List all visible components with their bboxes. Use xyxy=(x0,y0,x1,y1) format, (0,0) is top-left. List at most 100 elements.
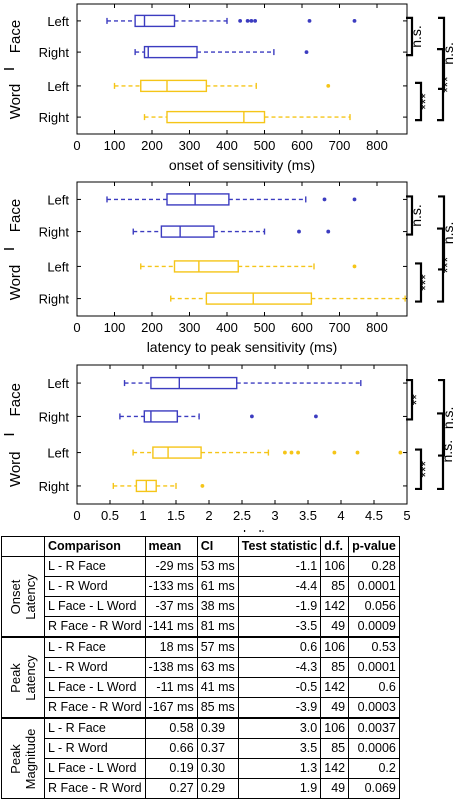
df-cell: 106 xyxy=(320,556,350,577)
section-label-line: Peak xyxy=(8,743,23,774)
outlier-point xyxy=(304,50,309,54)
df-cell: 142 xyxy=(320,596,350,617)
table-row: Onset Latency L - R Face -29 ms 53 ms -1.1 106… xyxy=(1,556,400,638)
box xyxy=(205,292,313,305)
significance-label: n.s. xyxy=(408,204,424,227)
section-label: Onset Latency xyxy=(1,556,45,638)
table-row: L - R Word -133 ms 61 ms -4.4 85 0.0001 xyxy=(2,576,400,597)
x-tick-label: 1 xyxy=(139,508,146,523)
outlier-point xyxy=(297,229,301,234)
section-label: Peak Latency xyxy=(1,636,45,719)
comparison-cell: L - R Word xyxy=(44,738,146,759)
section-label-line: Latency xyxy=(23,573,38,620)
p-value-cell: 0.0003 xyxy=(348,697,400,719)
column-header: Test statistic xyxy=(237,536,322,557)
df-cell: 106 xyxy=(320,717,350,739)
row-label: Left xyxy=(47,446,69,461)
table-row: R Face - R Word -167 ms 85 ms -3.9 49 0.0003 xyxy=(2,697,400,719)
ci-cell: 57 ms xyxy=(196,636,239,658)
row-label: Right xyxy=(39,110,70,125)
x-tick-label: 400 xyxy=(216,138,238,153)
column-header: mean xyxy=(144,536,198,557)
df-cell: 142 xyxy=(320,677,350,698)
x-tick-label: 4.5 xyxy=(365,508,383,523)
test-statistic-cell: -1.9 xyxy=(237,596,322,617)
x-tick-label: 2.5 xyxy=(233,508,251,523)
significance-bracket xyxy=(415,262,423,303)
p-value-cell: 0.0006 xyxy=(348,738,400,759)
mean-cell: -167 ms xyxy=(144,697,198,719)
outlier-point xyxy=(307,19,312,23)
mean-cell: -29 ms xyxy=(144,556,198,577)
x-tick-label: 800 xyxy=(366,320,388,335)
df-cell: 85 xyxy=(320,576,350,597)
x-tick-label: 0.5 xyxy=(101,508,119,523)
significance-bracket xyxy=(406,16,414,57)
table-row: L Face - L Word -11 ms 41 ms -0.5 142 0.6 xyxy=(2,677,400,698)
section-label-line: Peak xyxy=(8,662,23,693)
box xyxy=(166,193,230,206)
outlier-point xyxy=(249,19,254,23)
x-tick-label: 0 xyxy=(73,508,80,523)
x-tick-label: 4 xyxy=(337,508,344,523)
x-tick-label: 1.5 xyxy=(167,508,185,523)
column-header: Comparison xyxy=(44,536,146,557)
group-label-face: Face xyxy=(7,20,24,53)
x-tick-label: 0 xyxy=(73,138,80,153)
ci-cell: 85 ms xyxy=(196,697,239,719)
df-cell: 49 xyxy=(320,697,350,719)
test-statistic-cell: -4.3 xyxy=(237,657,322,678)
box xyxy=(143,45,198,59)
ci-cell: 0.37 xyxy=(196,738,239,759)
test-statistic-cell: -3.9 xyxy=(237,697,322,719)
row-label: Left xyxy=(47,376,69,391)
outlier-point xyxy=(250,414,254,419)
table-row: L Face - L Word 0.19 0.30 1.3 142 0.2 xyxy=(2,758,400,779)
df-cell: 142 xyxy=(320,758,350,779)
outlier-point xyxy=(355,450,360,455)
box xyxy=(160,225,215,238)
x-tick-label: 200 xyxy=(141,320,163,335)
x-tick-label: 5 xyxy=(403,508,410,523)
significance-label: *** xyxy=(417,93,433,110)
section-label: Peak Magnitude xyxy=(1,717,45,799)
row-label: Right xyxy=(39,479,70,494)
mean-cell: 0.27 xyxy=(144,778,198,799)
mean-cell: 0.66 xyxy=(144,738,198,759)
comparison-cell: L - R Face xyxy=(44,556,146,577)
x-tick-label: 3 xyxy=(271,508,278,523)
df-cell: 85 xyxy=(320,738,350,759)
significance-label: n.s. xyxy=(439,440,455,463)
table-row: Peak Magnitude L - R Face 0.58 0.39 3.0 106 0.0… xyxy=(1,717,400,799)
outlier-point xyxy=(352,19,357,23)
x-tick-label: 600 xyxy=(291,320,313,335)
mean-cell: 0.58 xyxy=(144,717,198,739)
df-cell: 85 xyxy=(320,657,350,678)
significance-bracket xyxy=(406,195,414,236)
box xyxy=(166,110,266,124)
ci-cell: 63 ms xyxy=(196,657,239,678)
ci-cell: 41 ms xyxy=(196,677,239,698)
test-statistic-cell: -1.1 xyxy=(237,556,322,577)
p-value-cell: 0.0001 xyxy=(348,657,400,678)
p-value-cell: 0.28 xyxy=(348,556,400,577)
x-tick-label: 500 xyxy=(254,138,276,153)
x-tick-label: 600 xyxy=(291,138,313,153)
df-cell: 106 xyxy=(320,636,350,658)
row-label: Right xyxy=(39,45,70,60)
mean-cell: -133 ms xyxy=(144,576,198,597)
test-statistic-cell: 1.9 xyxy=(237,778,322,799)
comparison-cell: R Face - R Word xyxy=(44,778,146,799)
group-label-word: Word xyxy=(7,84,24,120)
p-value-cell: 0.069 xyxy=(348,778,400,799)
significance-bracket xyxy=(437,227,445,303)
outlier-point xyxy=(322,197,327,202)
mean-cell: -141 ms xyxy=(144,616,198,638)
x-axis-label: peak d' xyxy=(220,527,265,532)
outlier-point xyxy=(314,414,318,419)
outlier-point xyxy=(253,19,258,23)
significance-label: *** xyxy=(417,274,433,291)
outlier-point xyxy=(398,450,403,455)
significance-bracket xyxy=(437,412,445,491)
outlier-point xyxy=(245,19,250,23)
